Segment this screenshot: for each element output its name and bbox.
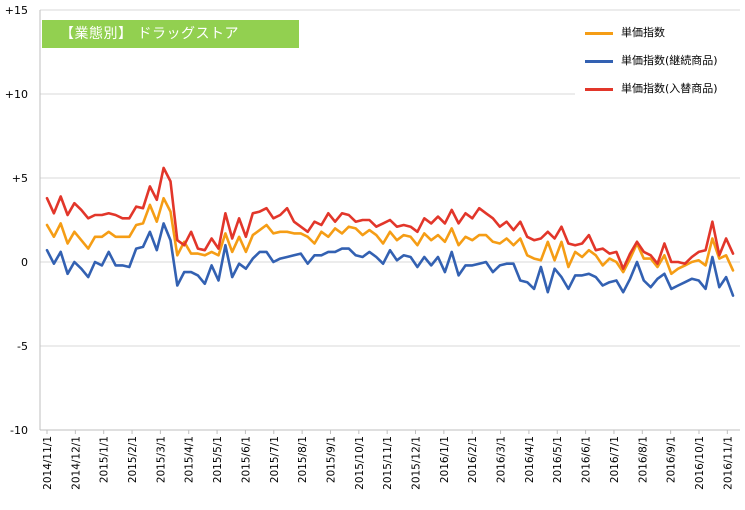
y-tick-label: +15 (5, 4, 28, 17)
x-tick-label: 2015/5/1 (212, 436, 224, 483)
x-tick-label: 2016/11/1 (722, 436, 734, 490)
series-lines (45, 166, 735, 297)
x-tick-label: 2015/4/1 (184, 436, 196, 483)
x-tick-label: 2015/3/1 (155, 436, 167, 483)
x-tick-label: 2015/2/1 (127, 436, 139, 483)
y-tick-labels: +15 +10 +5 0 -5 -10 (5, 4, 28, 437)
y-tick-label: -5 (17, 340, 28, 353)
series-line-3 (45, 166, 735, 271)
legend-label: 単価指数(継続商品) (621, 54, 718, 67)
x-tick-label: 2016/4/1 (524, 436, 536, 483)
y-tick-label: +10 (5, 88, 28, 101)
legend-swatch-blue (585, 60, 613, 63)
y-tick-label: 0 (21, 256, 28, 269)
x-tick-label: 2016/2/1 (467, 436, 479, 483)
series-line-1 (45, 196, 735, 276)
legend: 単価指数 単価指数(継続商品) 単価指数(入替商品) (575, 14, 745, 98)
x-tick-label: 2016/3/1 (496, 436, 508, 483)
x-tick-label: 2015/6/1 (240, 436, 252, 483)
legend-label: 単価指数 (621, 26, 665, 39)
y-tick-label: +5 (12, 172, 28, 185)
x-tick-labels: 2014/11/1 2014/12/1 2015/1/1 2015/2/1 2015/3… (42, 430, 734, 490)
chart-title-badge: 【業態別】 ドラッグストア (42, 20, 299, 48)
x-tick-label: 2016/10/1 (694, 436, 706, 490)
x-tick-label: 2015/1/1 (99, 436, 111, 483)
x-tick-label: 2016/8/1 (637, 436, 649, 483)
y-tick-label: -10 (10, 424, 28, 437)
x-tick-label: 2014/11/1 (42, 436, 54, 490)
x-tick-label: 2016/6/1 (581, 436, 593, 483)
x-tick-label: 2016/5/1 (552, 436, 564, 483)
x-tick-label: 2016/7/1 (609, 436, 621, 483)
legend-swatch-red (585, 88, 613, 91)
x-tick-label: 2016/9/1 (666, 436, 678, 483)
x-tick-label: 2015/10/1 (354, 436, 366, 490)
x-tick-label: 2015/12/1 (411, 436, 423, 490)
x-tick-label: 2015/7/1 (269, 436, 281, 483)
legend-label: 単価指数(入替商品) (621, 82, 718, 95)
x-tick-label: 2014/12/1 (70, 436, 82, 490)
x-tick-label: 2015/9/1 (325, 436, 337, 483)
x-tick-label: 2015/8/1 (297, 436, 309, 483)
x-tick-label: 2015/11/1 (382, 436, 394, 490)
legend-swatch-orange (585, 32, 613, 35)
series-line-2 (45, 222, 735, 297)
x-tick-label: 2016/1/1 (439, 436, 451, 483)
